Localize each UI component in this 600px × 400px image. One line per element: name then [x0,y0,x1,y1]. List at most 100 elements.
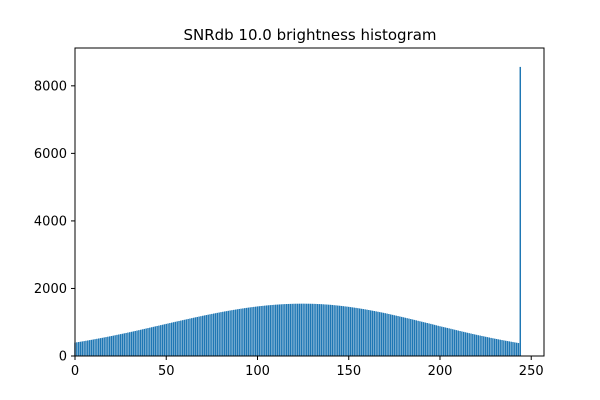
bar [278,304,281,356]
bar [77,342,80,356]
bar [461,331,463,356]
bar [450,328,452,356]
bar [302,303,304,356]
bar [139,329,142,356]
bar [264,305,266,356]
bar [459,331,461,356]
bar [421,321,423,356]
bar [253,306,255,356]
bar [293,303,295,356]
bar [357,308,359,356]
x-tick-label: 150 [336,364,361,379]
bar [129,332,131,356]
bar [214,313,217,356]
bar [112,335,115,356]
bar [510,341,512,356]
bar [225,311,228,356]
bar [448,328,450,356]
bar [189,318,191,356]
bar [258,306,261,356]
bar [130,331,133,356]
bar [437,325,439,356]
bar [368,310,370,356]
bar [362,309,365,356]
bar [506,341,509,356]
bar [94,339,96,356]
bar [337,305,339,356]
bar [375,311,377,356]
bar [269,305,271,356]
bar [105,337,107,356]
bar [123,333,126,356]
bar [493,338,496,356]
axes-frame [74,47,545,357]
bar [243,308,246,356]
bar [453,329,456,356]
y-tick-label: 6000 [34,147,67,162]
bar [490,337,492,356]
bar [118,334,120,356]
x-tick-label: 0 [71,364,79,379]
bar [79,341,82,356]
bar [369,310,372,356]
bar [349,307,352,356]
bar [338,305,341,356]
bar [289,303,292,356]
bar [400,316,403,356]
bar [136,330,138,356]
bar [320,304,323,356]
bar [87,340,89,356]
bar [333,305,335,356]
y-tick-label: 4000 [34,214,67,229]
bar [83,341,85,356]
bar [422,322,425,356]
y-tick-label: 8000 [34,79,67,94]
bar [262,305,264,356]
bar [227,310,230,356]
bar [364,309,366,356]
bar [220,312,222,356]
bar [395,315,397,356]
bar [488,337,490,356]
bar [267,305,270,356]
bar [169,323,171,356]
bar [92,339,94,356]
bar [346,306,348,356]
bar [329,304,332,356]
bar [322,304,324,356]
bar [167,323,169,356]
chart-title: SNRdb 10.0 brightness histogram [183,26,436,44]
bar [275,304,277,356]
bar [388,313,390,356]
bar [143,328,146,356]
bar [260,306,262,356]
bar [446,327,449,356]
bar [287,303,290,356]
bar [441,326,443,356]
bar [318,304,321,356]
bar [251,307,253,356]
bar [234,309,237,356]
bar [185,319,188,356]
bar [125,332,127,356]
x-tick-label: 50 [158,364,175,379]
bar [85,340,87,356]
bar [145,328,147,356]
bar [291,303,293,356]
bar [203,315,206,356]
bar [373,311,376,356]
bar [399,316,401,356]
bar [298,303,301,356]
bar [76,342,78,356]
bar [371,310,374,356]
bar [254,306,257,356]
bar [285,304,288,356]
bar [181,320,184,356]
bar [192,317,195,356]
bar [424,322,427,356]
bar [355,307,357,356]
bar [348,306,350,356]
bar [231,310,233,356]
bar [307,303,310,356]
bar [331,304,334,356]
